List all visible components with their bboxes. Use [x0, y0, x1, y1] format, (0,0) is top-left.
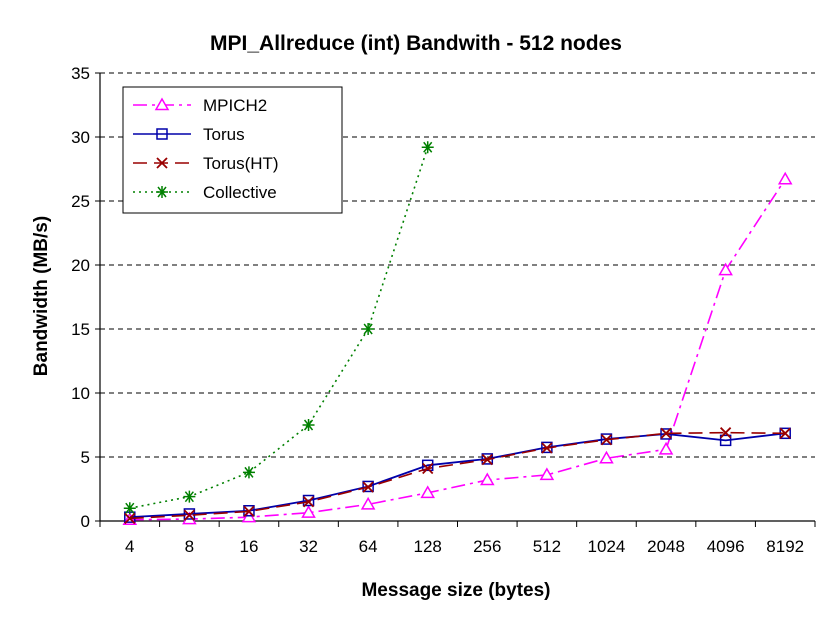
- data-point-collective: [242, 466, 255, 479]
- y-tick-label: 35: [71, 64, 90, 83]
- x-tick-label: 4096: [707, 537, 745, 556]
- series-torus-ht: [124, 427, 791, 525]
- x-axis-title: Message size (bytes): [361, 580, 550, 601]
- legend-marker-torus-ht: [156, 157, 168, 169]
- legend-label-collective: Collective: [203, 183, 277, 202]
- y-axis-title: Bandwidth (MB/s): [31, 216, 52, 376]
- data-point-collective: [123, 502, 136, 515]
- data-point-collective: [183, 490, 196, 503]
- data-point-mpich2: [539, 467, 555, 481]
- x-tick-label: 64: [359, 537, 378, 556]
- series-line-mpich2: [129, 178, 786, 521]
- y-tick-label: 10: [71, 384, 90, 403]
- data-point-mpich2: [658, 441, 674, 455]
- x-tick-label: 1024: [588, 537, 626, 556]
- data-point-torus-ht: [600, 434, 613, 446]
- data-point-torus-ht: [183, 509, 196, 521]
- data-point-collective: [362, 323, 375, 335]
- x-tick-label: 16: [239, 537, 258, 556]
- legend-marker-collective: [156, 186, 168, 198]
- data-point-torus-ht: [719, 427, 732, 439]
- data-point-mpich2: [599, 450, 614, 464]
- legend-label-mpich2: MPICH2: [203, 96, 267, 115]
- x-tick-label: 32: [299, 537, 318, 556]
- data-point-torus-ht: [422, 462, 434, 475]
- data-point-mpich2: [777, 171, 793, 185]
- x-tick-label: 128: [414, 537, 442, 556]
- data-point-mpich2: [301, 505, 316, 518]
- x-tick-label: 2048: [647, 537, 685, 556]
- data-point-torus: [183, 508, 196, 520]
- data-point-torus-ht: [124, 512, 136, 525]
- data-point-torus-ht: [660, 427, 672, 439]
- y-tick-label: 15: [71, 320, 90, 339]
- y-tick-label: 30: [71, 128, 90, 147]
- x-tick-label: 8: [185, 537, 194, 556]
- x-tick-label: 256: [473, 537, 501, 556]
- data-point-torus-ht: [243, 505, 255, 518]
- series-line-torus-ht: [129, 431, 786, 520]
- chart-title: MPI_Allreduce (int) Bandwith - 512 nodes: [210, 32, 622, 55]
- data-point-torus: [243, 505, 255, 517]
- y-tick-label: 0: [81, 512, 90, 531]
- y-tick-label: 25: [71, 192, 90, 211]
- series-lines: [122, 141, 793, 525]
- data-point-torus: [421, 459, 434, 472]
- axes: 0 5 10 15 20 25 30 35 4 8 16 32 64 128 256 512 1024 2048 4…: [71, 64, 816, 556]
- data-point-torus-ht: [362, 481, 374, 493]
- data-point-collective: [302, 419, 315, 431]
- legend: MPICH2 Torus Torus(HT) Collective: [122, 86, 343, 214]
- data-point-mpich2: [479, 472, 495, 486]
- legend-label-torus: Torus: [203, 125, 245, 144]
- data-point-mpich2: [360, 496, 376, 510]
- x-tick-label: 8192: [766, 537, 804, 556]
- data-point-torus-ht: [481, 453, 493, 466]
- legend-marker-torus: [156, 128, 168, 140]
- x-tick-label: 512: [533, 537, 561, 556]
- data-point-torus-ht: [779, 427, 791, 439]
- legend-marker-mpich2: [154, 97, 170, 111]
- data-point-torus: [719, 434, 732, 447]
- series-collective: [123, 141, 434, 515]
- data-point-mpich2: [718, 262, 733, 276]
- legend-label-torus-ht: Torus(HT): [203, 154, 279, 173]
- data-point-torus: [302, 494, 315, 507]
- data-point-torus-ht: [302, 496, 315, 508]
- series-line-collective: [129, 146, 429, 509]
- data-point-collective: [421, 141, 434, 154]
- y-tick-label: 20: [71, 256, 90, 275]
- data-point-mpich2: [420, 485, 436, 499]
- x-tick-label: 4: [125, 537, 134, 556]
- y-tick-label: 5: [81, 448, 90, 467]
- data-point-torus-ht: [541, 442, 553, 454]
- data-point-torus: [362, 480, 374, 493]
